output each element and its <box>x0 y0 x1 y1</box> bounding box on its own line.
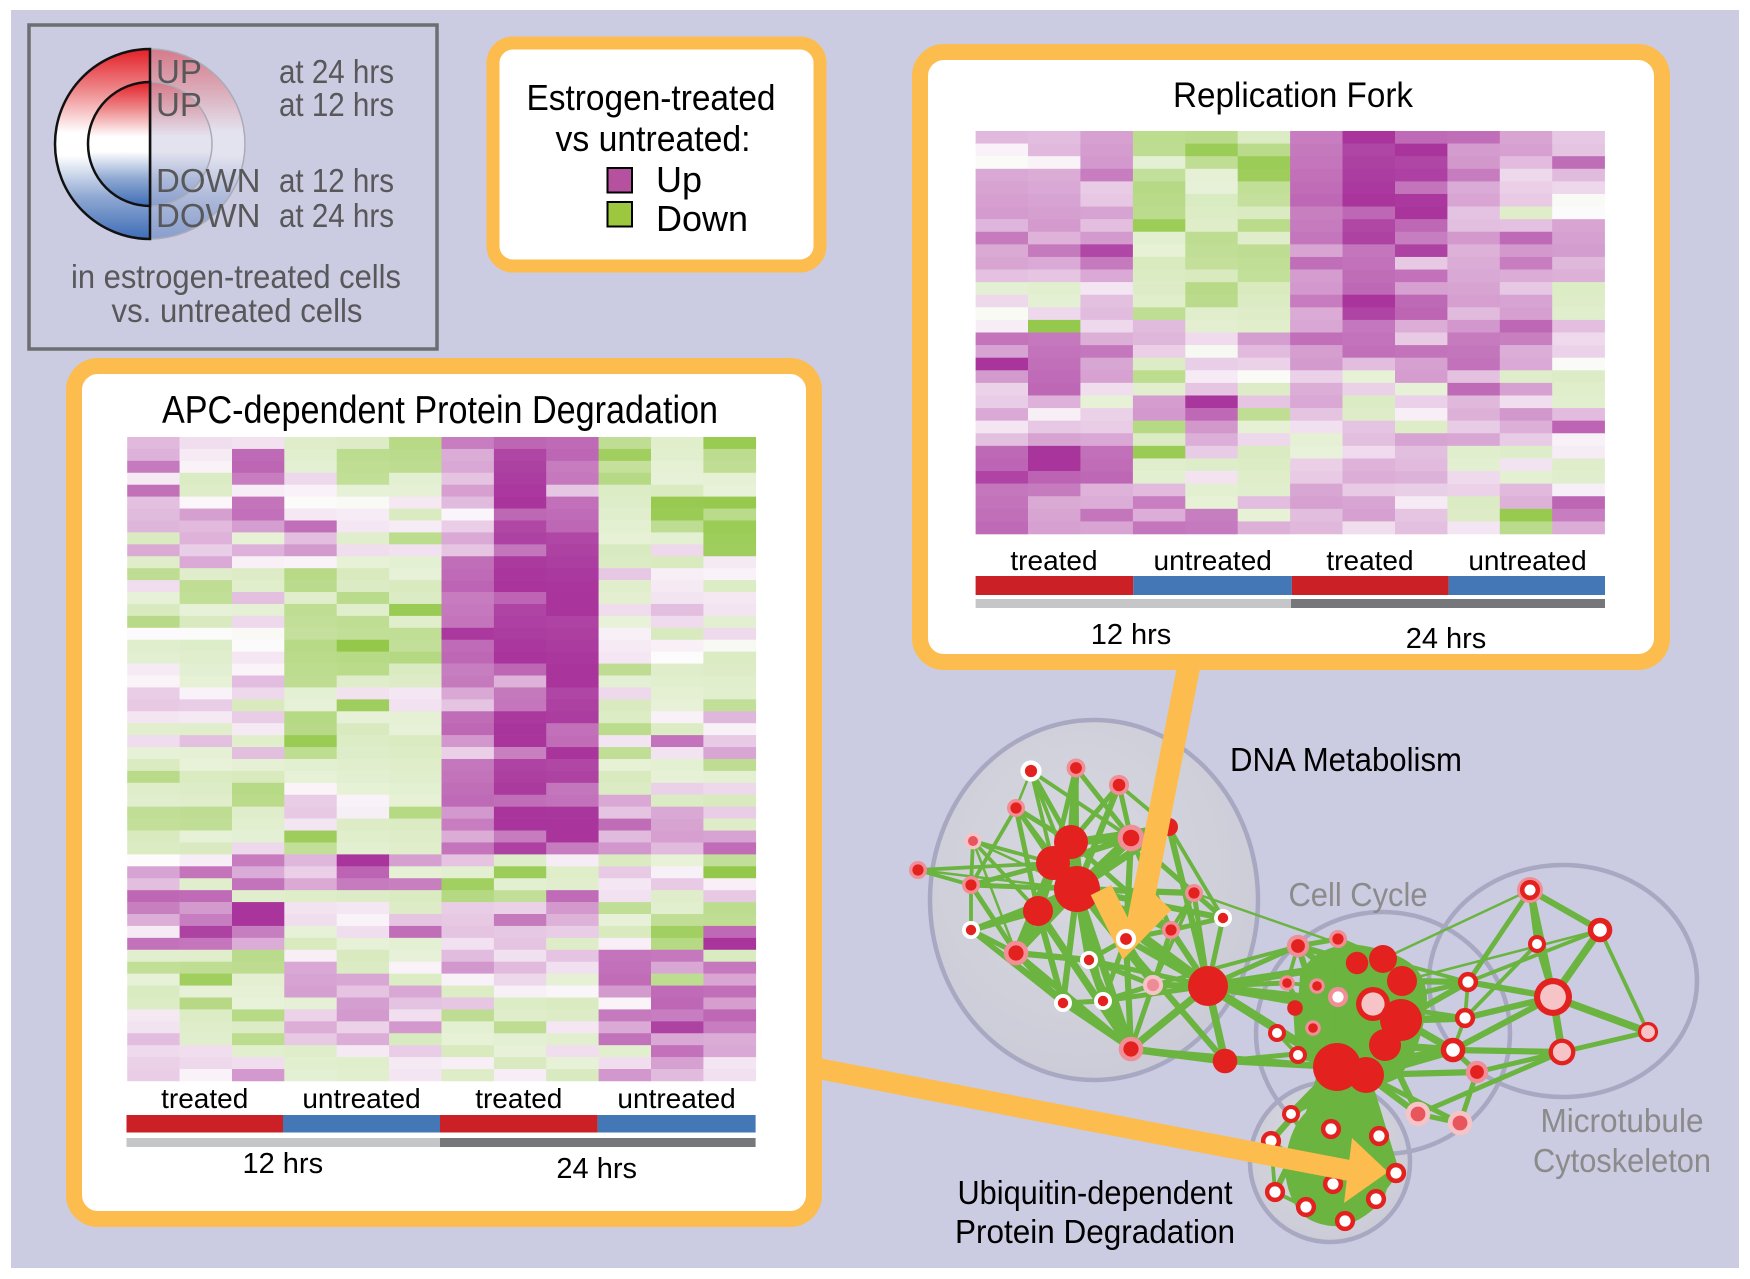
svg-text:Down: Down <box>656 198 748 239</box>
svg-text:in estrogen-treated cells: in estrogen-treated cells <box>71 258 401 295</box>
svg-text:Protein Degradation: Protein Degradation <box>955 1213 1235 1250</box>
svg-text:Cell Cycle: Cell Cycle <box>1289 876 1428 913</box>
svg-text:treated: treated <box>475 1083 562 1114</box>
svg-text:treated: treated <box>1326 545 1413 576</box>
svg-text:vs untreated:: vs untreated: <box>556 118 751 159</box>
svg-text:Cytoskeleton: Cytoskeleton <box>1533 1142 1711 1179</box>
svg-text:untreated: untreated <box>617 1083 735 1114</box>
svg-text:Microtubule: Microtubule <box>1541 1102 1704 1139</box>
svg-text:untreated: untreated <box>302 1083 420 1114</box>
svg-text:UP: UP <box>156 86 202 123</box>
svg-text:12 hrs: 12 hrs <box>1091 619 1172 651</box>
svg-text:at 12 hrs: at 12 hrs <box>279 162 394 199</box>
svg-text:Replication Fork: Replication Fork <box>1173 76 1413 115</box>
svg-text:untreated: untreated <box>1468 545 1586 576</box>
svg-text:UP: UP <box>156 53 202 90</box>
svg-text:treated: treated <box>1010 545 1097 576</box>
svg-text:Estrogen-treated: Estrogen-treated <box>527 77 776 118</box>
svg-text:DOWN: DOWN <box>156 197 260 234</box>
svg-text:DNA Metabolism: DNA Metabolism <box>1230 741 1462 778</box>
svg-text:APC-dependent Protein Degradat: APC-dependent Protein Degradation <box>162 389 718 432</box>
svg-text:untreated: untreated <box>1154 545 1272 576</box>
svg-text:Ubiquitin-dependent: Ubiquitin-dependent <box>958 1174 1233 1211</box>
svg-text:Up: Up <box>656 159 702 200</box>
svg-text:at 24 hrs: at 24 hrs <box>279 197 394 234</box>
svg-text:24 hrs: 24 hrs <box>556 1153 637 1185</box>
svg-text:treated: treated <box>161 1083 248 1114</box>
svg-text:DOWN: DOWN <box>156 162 260 199</box>
svg-text:vs. untreated cells: vs. untreated cells <box>112 292 363 329</box>
svg-text:12 hrs: 12 hrs <box>242 1148 323 1180</box>
svg-text:at 24 hrs: at 24 hrs <box>279 53 394 90</box>
svg-text:at 12 hrs: at 12 hrs <box>279 86 394 123</box>
svg-text:24 hrs: 24 hrs <box>1406 623 1487 655</box>
